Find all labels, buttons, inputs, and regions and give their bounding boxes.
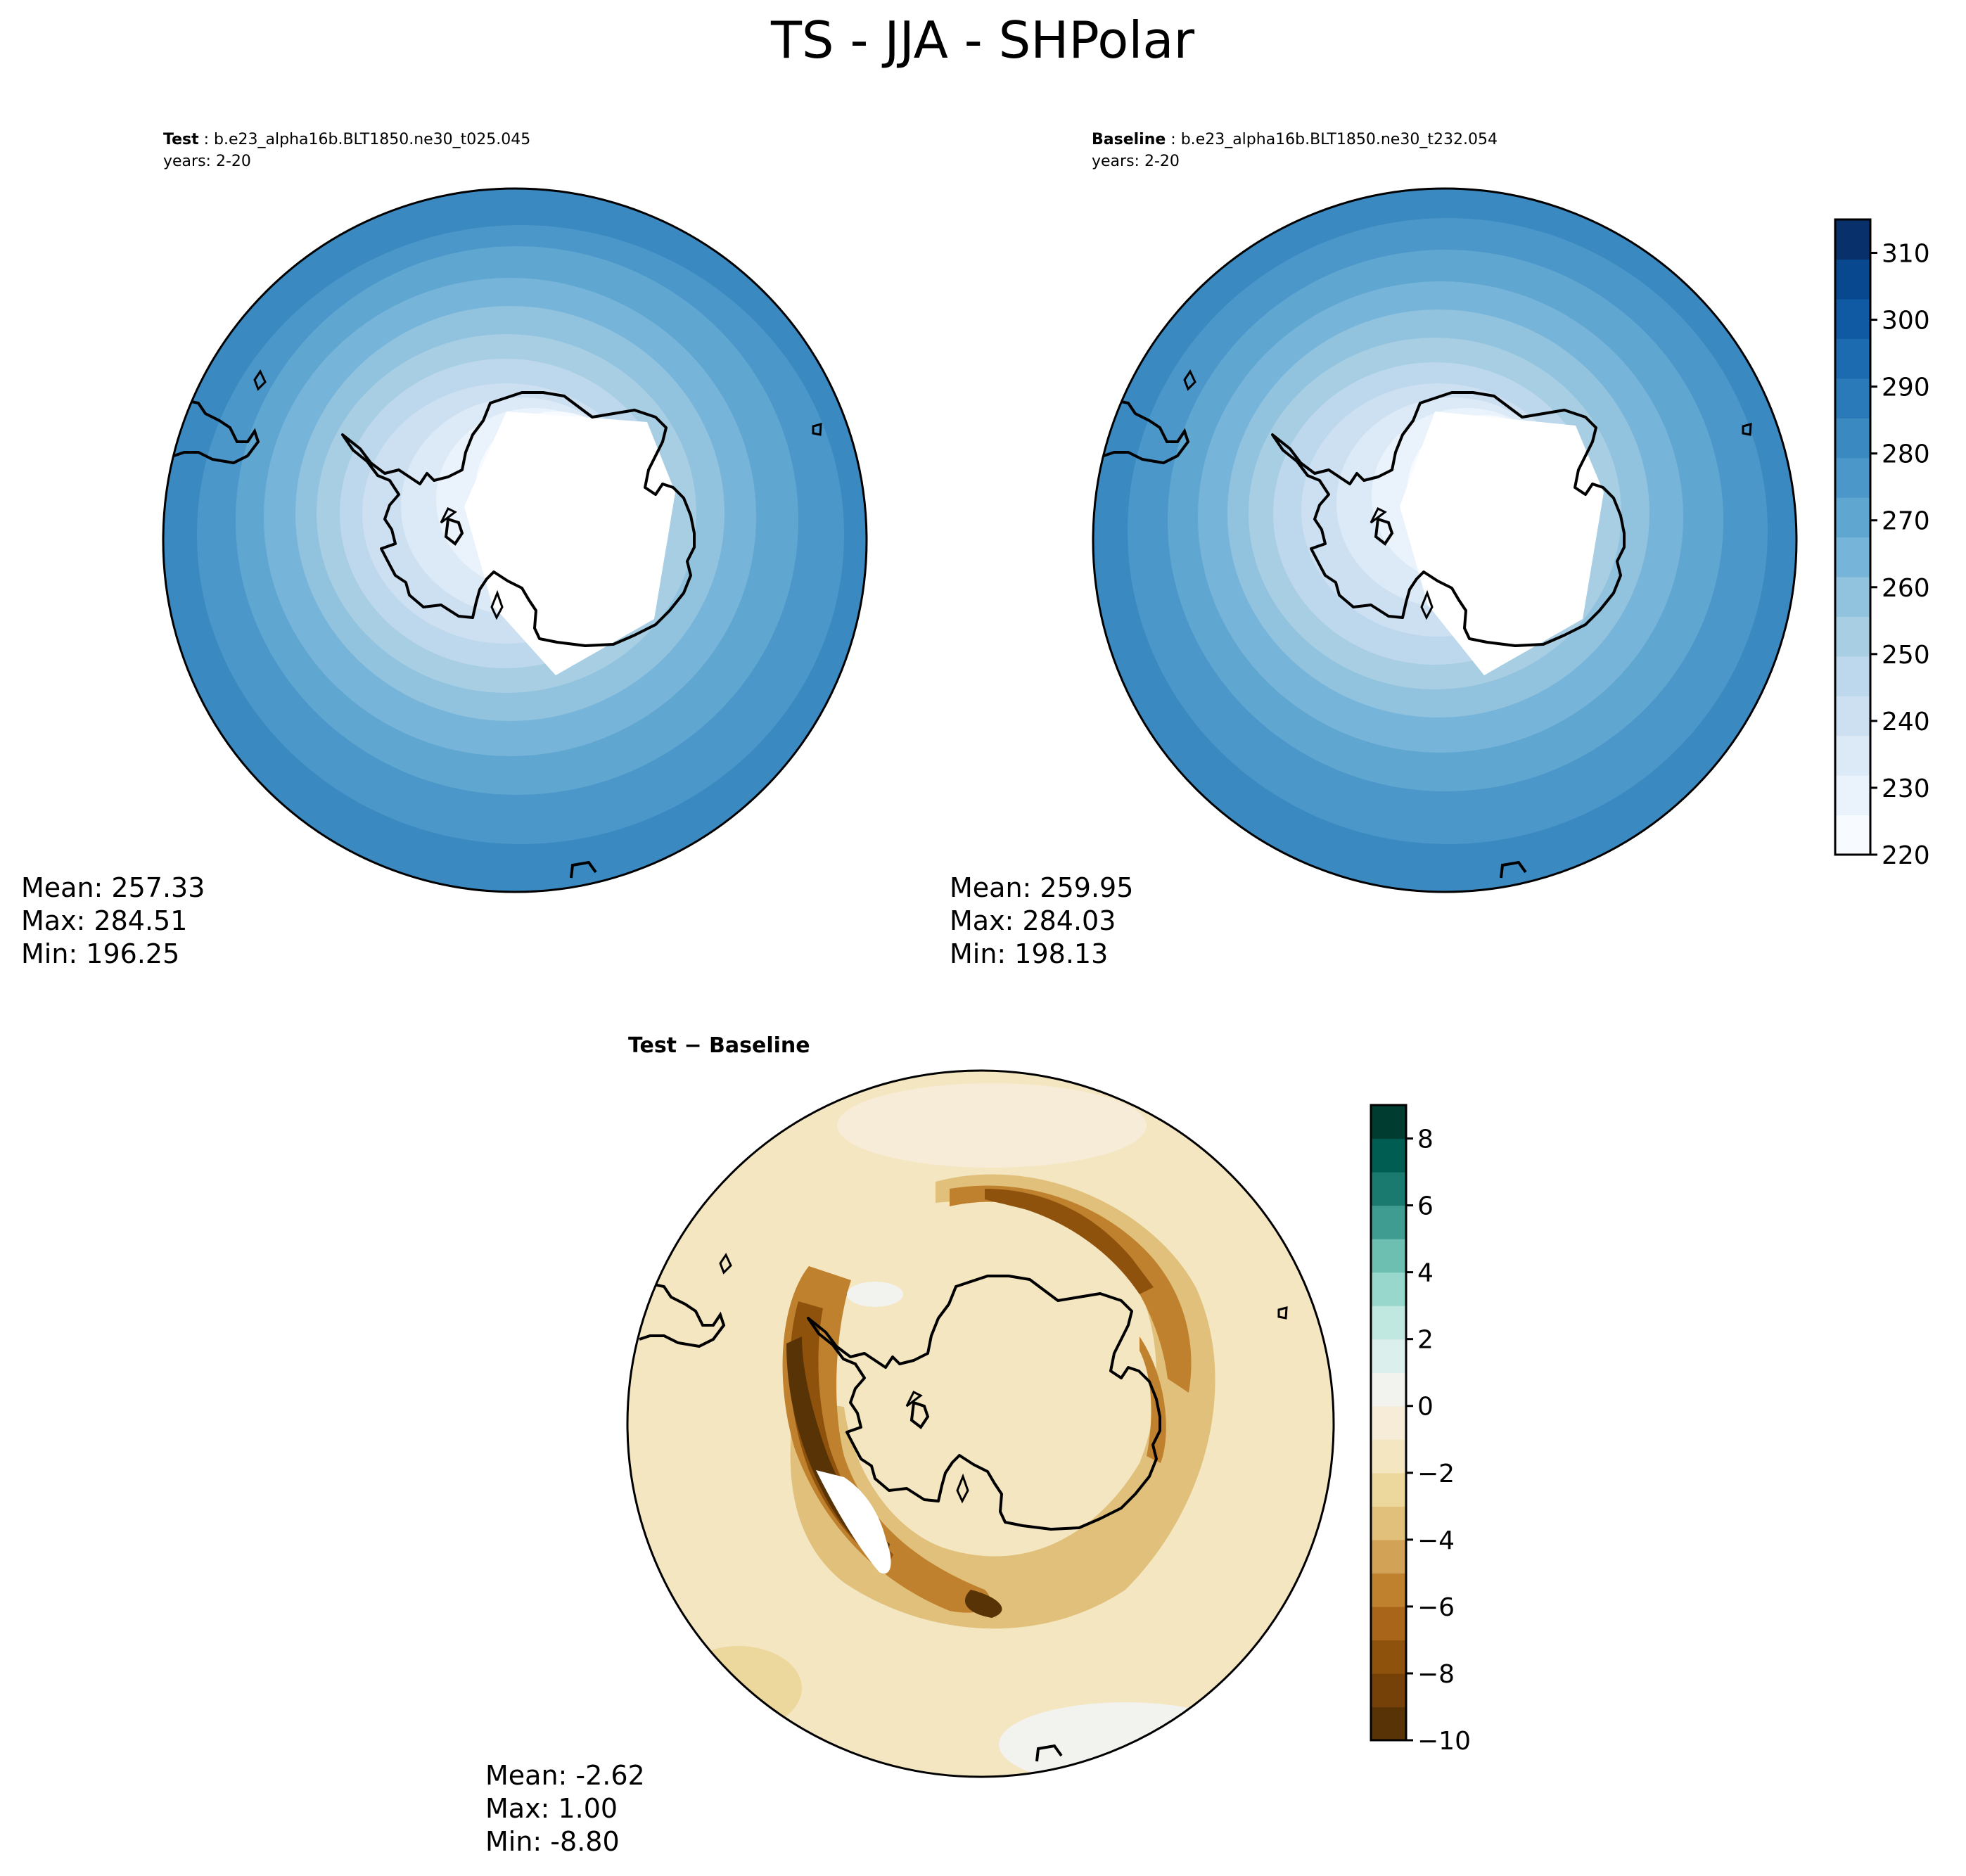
absolute-colorbar-swatch xyxy=(1835,457,1870,498)
absolute-colorbar-swatch xyxy=(1835,735,1870,776)
baseline-max: Max: 284.03 xyxy=(950,905,1116,936)
absolute-colorbar-swatch xyxy=(1835,418,1870,459)
absolute-colorbar-tick-label: 300 xyxy=(1882,307,1930,336)
absolute-colorbar-swatch xyxy=(1835,378,1870,419)
baseline-min: Min: 198.13 xyxy=(950,938,1108,969)
test-map-boundary xyxy=(162,187,868,893)
absolute-colorbar-tick-label: 260 xyxy=(1882,574,1930,603)
test-years: years: 2-20 xyxy=(163,153,251,170)
baseline-mean: Mean: 259.95 xyxy=(950,872,1133,903)
absolute-colorbar-tick-label: 250 xyxy=(1882,641,1930,670)
test-header: Test : b.e23_alpha16b.BLT1850.ne30_t025.… xyxy=(163,131,530,148)
absolute-colorbar-swatch xyxy=(1835,219,1870,260)
absolute-colorbar-tick-label: 220 xyxy=(1882,841,1930,870)
difference-colorbar-swatch xyxy=(1371,1172,1406,1206)
difference-colorbar-tick-label: 6 xyxy=(1417,1192,1434,1221)
difference-colorbar-swatch xyxy=(1371,1573,1406,1607)
absolute-colorbar-tick-label: 290 xyxy=(1882,374,1930,402)
difference-colorbar-swatch xyxy=(1371,1673,1406,1708)
absolute-colorbar-swatch xyxy=(1835,656,1870,696)
absolute-colorbar-tick-label: 270 xyxy=(1882,507,1930,536)
difference-colorbar-tick-label: −2 xyxy=(1417,1460,1455,1488)
difference-colorbar-tick-label: −10 xyxy=(1417,1727,1471,1756)
baseline-header: Baseline : b.e23_alpha16b.BLT1850.ne30_t… xyxy=(1092,131,1498,148)
absolute-colorbar-swatch xyxy=(1835,298,1870,339)
difference-map-boundary xyxy=(626,1069,1335,1778)
absolute-colorbar-swatch xyxy=(1835,775,1870,816)
difference-colorbar-swatch xyxy=(1371,1306,1406,1340)
difference-colorbar-swatch xyxy=(1371,1272,1406,1306)
difference-colorbar-swatch xyxy=(1371,1640,1406,1674)
absolute-colorbar-swatch xyxy=(1835,537,1870,578)
absolute-colorbar-swatch xyxy=(1835,576,1870,617)
test-case: b.e23_alpha16b.BLT1850.ne30_t025.045 xyxy=(214,131,530,148)
baseline-case: b.e23_alpha16b.BLT1850.ne30_t232.054 xyxy=(1181,131,1498,148)
baseline-map xyxy=(1093,189,1796,892)
absolute-colorbar: 220 230 240 250 260 270 280 290 300 310 xyxy=(1834,218,1930,870)
absolute-colorbar-frame xyxy=(1834,218,1872,856)
difference-colorbar-frame xyxy=(1370,1104,1408,1742)
absolute-colorbar-tick-label: 240 xyxy=(1882,708,1930,736)
absolute-colorbar-tick-label: 310 xyxy=(1882,240,1930,269)
difference-colorbar-tick-label: −4 xyxy=(1417,1526,1455,1555)
baseline-panel: Baseline : b.e23_alpha16b.BLT1850.ne30_t… xyxy=(950,131,1798,969)
difference-title: Test − Baseline xyxy=(628,1033,810,1058)
baseline-label: Baseline xyxy=(1092,131,1166,148)
absolute-colorbar-swatch xyxy=(1835,696,1870,736)
difference-colorbar-tick-label: 2 xyxy=(1417,1326,1434,1355)
difference-colorbar-tick-label: 0 xyxy=(1417,1393,1434,1422)
difference-colorbar-swatch xyxy=(1371,1205,1406,1239)
baseline-years: years: 2-20 xyxy=(1092,153,1180,170)
difference-colorbar-swatch xyxy=(1371,1606,1406,1641)
difference-colorbar-swatch xyxy=(1371,1405,1406,1440)
baseline-map-boundary xyxy=(1092,187,1798,893)
absolute-colorbar-tick-label: 280 xyxy=(1882,440,1930,469)
test-min: Min: 196.25 xyxy=(21,938,179,969)
test-panel: Test : b.e23_alpha16b.BLT1850.ne30_t025.… xyxy=(21,131,868,969)
absolute-colorbar-swatch xyxy=(1835,259,1870,300)
difference-colorbar-tick-label: −6 xyxy=(1417,1593,1455,1622)
difference-colorbar-tick-label: 4 xyxy=(1417,1259,1434,1288)
difference-colorbar-swatch xyxy=(1371,1339,1406,1373)
difference-colorbar-swatch xyxy=(1371,1539,1406,1574)
difference-map xyxy=(627,1071,1334,1777)
difference-colorbar: −10 −8 −6 −4 −2 0 2 4 6 8 xyxy=(1370,1104,1471,1756)
difference-colorbar-tick-label: 8 xyxy=(1417,1125,1434,1154)
difference-colorbar-swatch xyxy=(1371,1472,1406,1507)
difference-colorbar-swatch xyxy=(1371,1706,1406,1741)
difference-colorbar-swatch xyxy=(1371,1105,1406,1140)
difference-colorbar-swatch xyxy=(1371,1439,1406,1474)
difference-colorbar-swatch xyxy=(1371,1506,1406,1540)
absolute-colorbar-swatch xyxy=(1835,815,1870,855)
absolute-colorbar-tick-label: 230 xyxy=(1882,774,1930,803)
test-map xyxy=(163,189,867,892)
test-mean: Mean: 257.33 xyxy=(21,872,205,903)
figure-title: TS - JJA - SHPolar xyxy=(770,11,1195,70)
difference-colorbar-swatch xyxy=(1371,1138,1406,1173)
difference-panel: Test − Baseline Mean: -2.62 Max: 1.00 Mi… xyxy=(485,1033,1335,1857)
test-max: Max: 284.51 xyxy=(21,905,187,936)
baseline-case-sep: : xyxy=(1166,131,1180,148)
absolute-colorbar-swatch xyxy=(1835,338,1870,379)
difference-max: Max: 1.00 xyxy=(485,1793,618,1824)
absolute-colorbar-swatch xyxy=(1835,497,1870,538)
difference-mean: Mean: -2.62 xyxy=(485,1760,645,1791)
absolute-colorbar-swatch xyxy=(1835,616,1870,657)
difference-colorbar-swatch xyxy=(1371,1239,1406,1273)
test-label: Test xyxy=(163,131,199,148)
test-case-sep: : xyxy=(199,131,214,148)
difference-colorbar-tick-label: −8 xyxy=(1417,1660,1455,1689)
difference-colorbar-swatch xyxy=(1371,1372,1406,1407)
difference-min: Min: -8.80 xyxy=(485,1826,620,1857)
